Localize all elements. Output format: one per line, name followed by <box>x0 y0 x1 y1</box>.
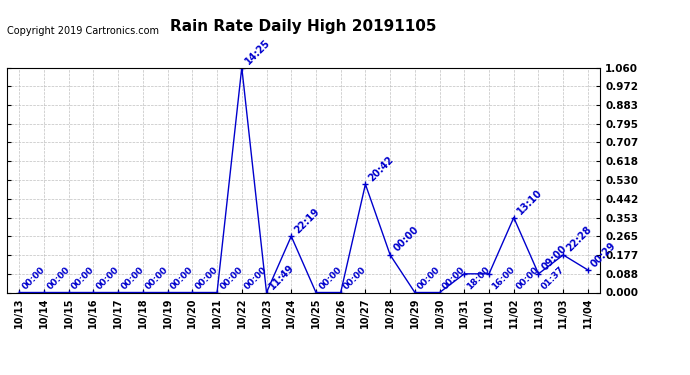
Text: 11:49: 11:49 <box>268 262 297 291</box>
Text: 09:00: 09:00 <box>540 244 569 273</box>
Text: 00:00: 00:00 <box>21 265 47 291</box>
Text: 22:28: 22:28 <box>564 225 593 254</box>
Text: 00:00: 00:00 <box>515 265 541 291</box>
Text: 00:00: 00:00 <box>441 265 467 291</box>
Text: 00:00: 00:00 <box>391 225 420 254</box>
Text: 00:00: 00:00 <box>46 265 72 291</box>
Text: 13:10: 13:10 <box>515 188 544 216</box>
Text: 00:00: 00:00 <box>317 265 344 291</box>
Text: 00:00: 00:00 <box>95 265 121 291</box>
Text: Rain Rate  (Inches/Hour): Rain Rate (Inches/Hour) <box>475 29 619 39</box>
Text: 00:00: 00:00 <box>342 265 368 291</box>
Text: 00:00: 00:00 <box>169 265 195 291</box>
Text: Rain Rate Daily High 20191105: Rain Rate Daily High 20191105 <box>170 19 437 34</box>
Text: 00:00: 00:00 <box>194 265 220 291</box>
Text: 14:25: 14:25 <box>243 38 272 66</box>
Text: 01:37: 01:37 <box>540 265 566 291</box>
Text: 00:00: 00:00 <box>144 265 170 291</box>
Text: 00:00: 00:00 <box>70 265 96 291</box>
Text: Copyright 2019 Cartronics.com: Copyright 2019 Cartronics.com <box>7 26 159 36</box>
Text: 18:00: 18:00 <box>466 265 492 291</box>
Text: 00:00: 00:00 <box>218 265 244 291</box>
Text: 00:00: 00:00 <box>243 265 269 291</box>
Text: 16:00: 16:00 <box>491 265 517 291</box>
Text: 22:19: 22:19 <box>293 206 322 235</box>
Text: 00:00: 00:00 <box>119 265 146 291</box>
Text: 00:29: 00:29 <box>589 240 618 269</box>
Text: 00:00: 00:00 <box>416 265 442 291</box>
Text: 20:42: 20:42 <box>366 154 395 183</box>
